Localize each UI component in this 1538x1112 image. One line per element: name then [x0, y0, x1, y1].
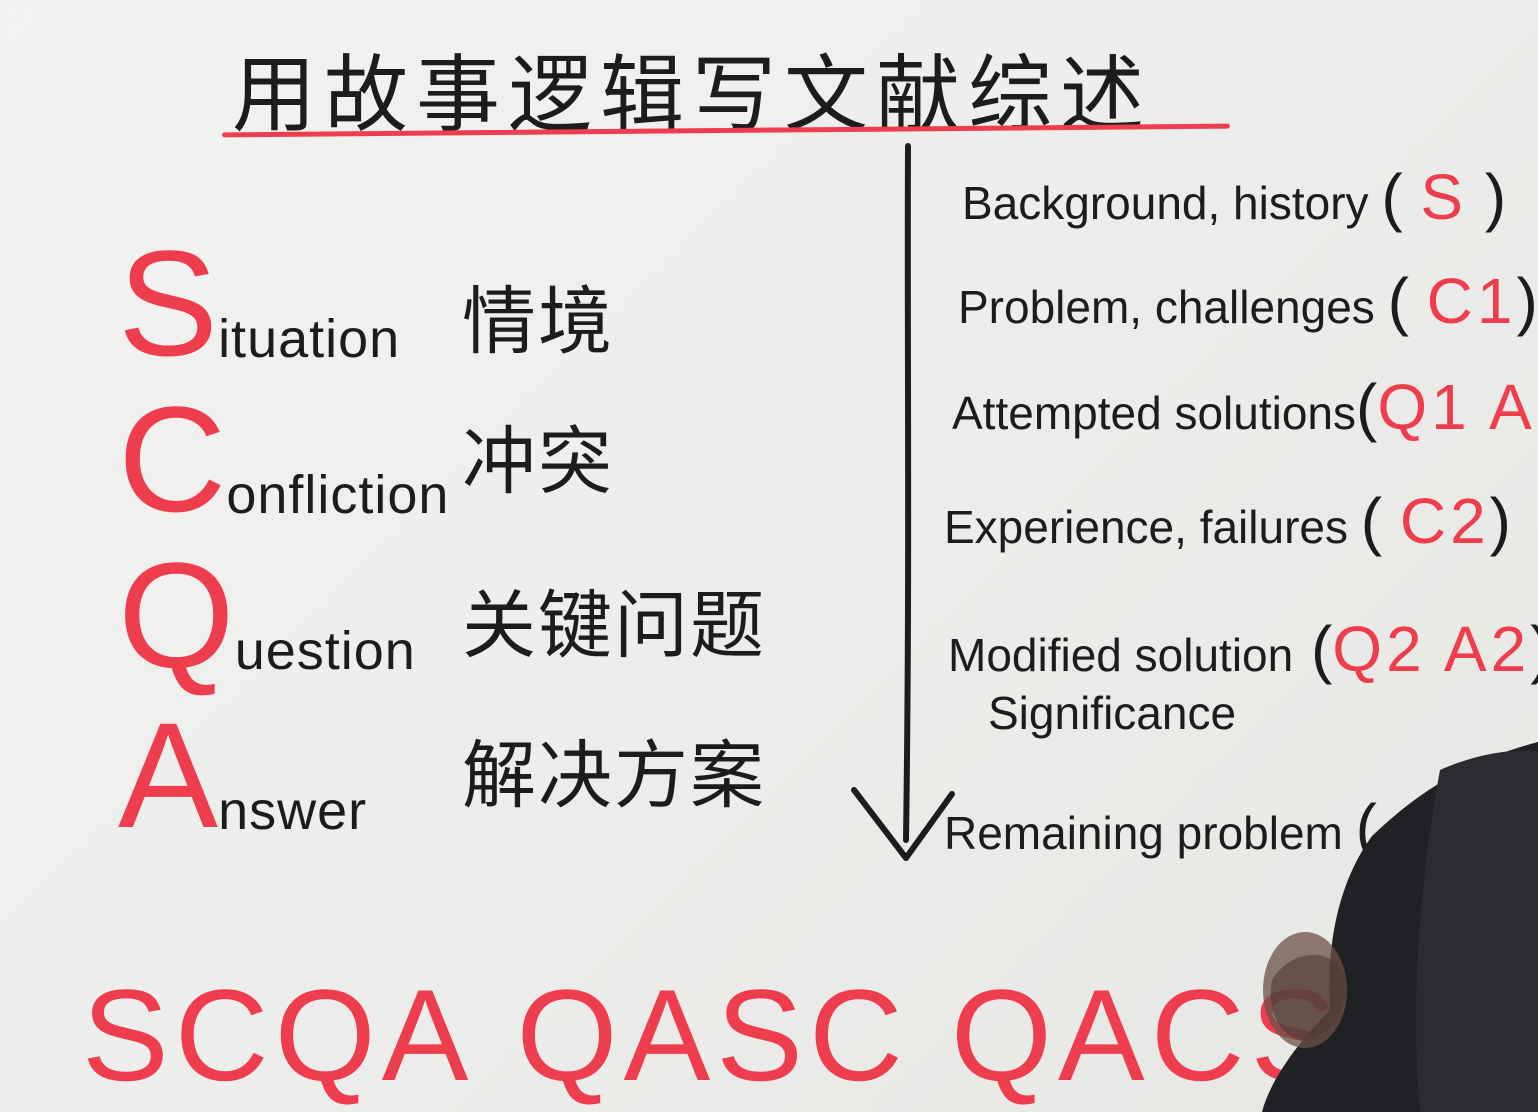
ordering-2: QASC	[516, 962, 909, 1108]
scqa-word: nswer	[218, 781, 368, 841]
scqa-letter: S	[118, 219, 219, 387]
story-row-experience: Experience, failures ( C2)	[944, 485, 1511, 557]
story-code: S	[1420, 161, 1468, 233]
story-text: Modified solution	[948, 629, 1294, 681]
story-row-modified: Modified solution (Q2 A2)	[948, 613, 1538, 685]
scqa-row-situation: Situation	[118, 228, 400, 378]
scqa-row-answer: Answer	[118, 700, 367, 850]
scqa-word: ituation	[218, 309, 401, 369]
scqa-letter: Q	[118, 531, 235, 699]
story-text: Background, history	[962, 177, 1369, 229]
story-code: Q1 A1	[1377, 371, 1538, 443]
story-row-significance: Significance	[988, 687, 1237, 739]
scqa-chinese-situation: 情境	[462, 279, 614, 365]
scqa-word: onfliction	[226, 465, 450, 525]
scqa-row-confliction: Confliction	[118, 384, 449, 534]
scqa-word: uestion	[234, 621, 416, 681]
scqa-chinese-question: 关键问题	[462, 583, 766, 669]
scqa-row-question: Question	[118, 540, 416, 690]
story-text: Experience, failures	[944, 501, 1348, 553]
story-text: Attempted solutions	[952, 387, 1357, 439]
story-row-problem: Problem, challenges ( C1)	[958, 265, 1538, 337]
scqa-letter: A	[118, 691, 219, 859]
story-row-attempted: Attempted solutions(Q1 A1)	[952, 370, 1538, 444]
story-text: Remaining problem	[944, 807, 1343, 859]
ordering-1: SCQA	[82, 962, 475, 1108]
flow-arrow-icon	[851, 143, 955, 861]
story-code: C1	[1426, 265, 1517, 337]
scqa-chinese-confliction: 冲突	[462, 419, 614, 505]
scqa-letter: C	[118, 375, 227, 543]
story-code: C2	[1399, 485, 1490, 557]
story-text: Problem, challenges	[958, 281, 1375, 333]
story-row-background: Background, history ( S )	[962, 161, 1507, 233]
story-code: Q2 A2	[1332, 613, 1531, 685]
scqa-chinese-answer: 解决方案	[462, 733, 766, 819]
